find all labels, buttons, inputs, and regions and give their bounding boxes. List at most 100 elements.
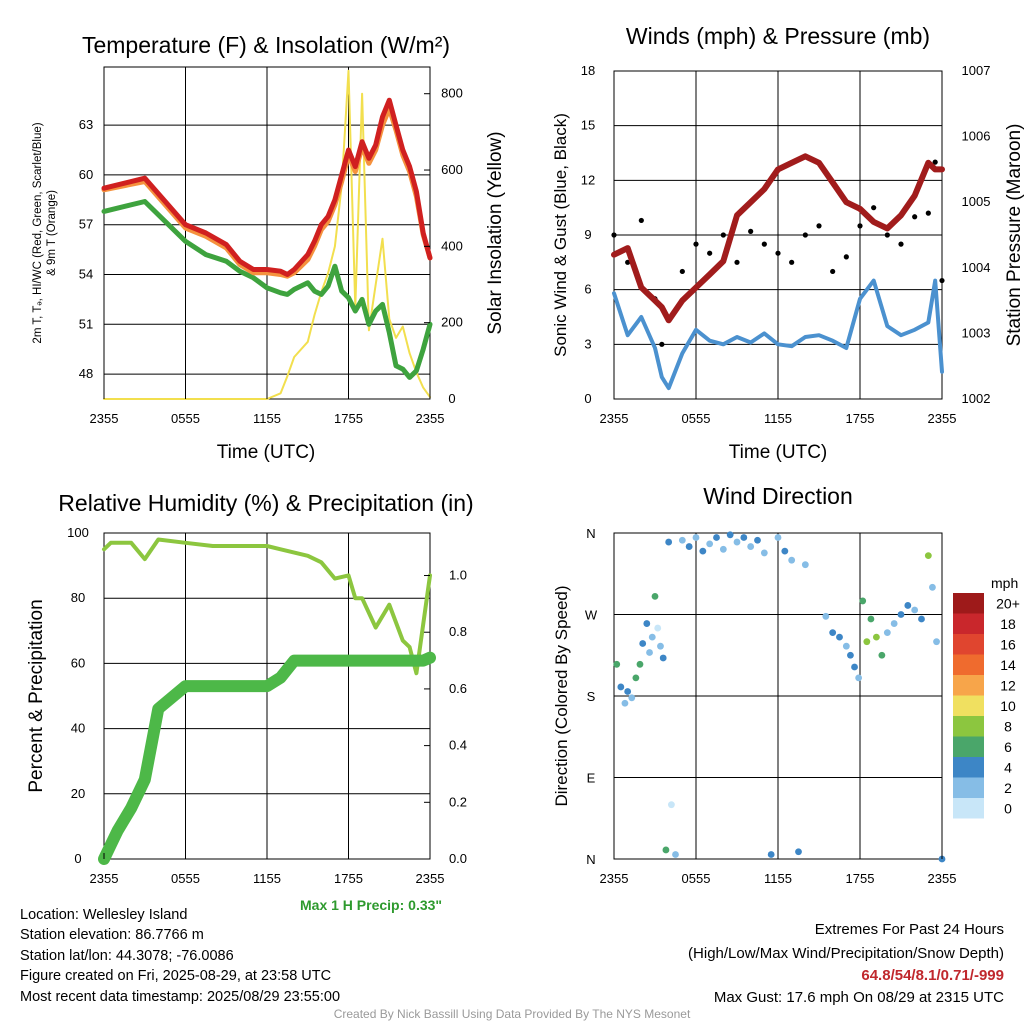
temperature-xtick-label: 0555 (171, 411, 200, 426)
legend-swatch (953, 736, 984, 757)
legend-swatch (953, 716, 984, 737)
temperature-ytick-label: 57 (79, 217, 93, 232)
direction-point (654, 624, 662, 632)
humidity-gridlines (104, 533, 430, 859)
direction-point (699, 547, 707, 555)
temperature-title: Temperature (F) & Insolation (W/m²) (82, 32, 450, 58)
winds-xtick-label: 1155 (764, 411, 792, 426)
direction-point (918, 615, 925, 623)
legend-swatch (953, 757, 984, 778)
direction-points (613, 531, 946, 863)
legend-swatch (953, 798, 984, 819)
direction-point (685, 543, 693, 550)
legend-swatch (953, 695, 984, 716)
temperature-ylabel-line2: & 9m T (Orange) (46, 190, 58, 276)
direction-point (733, 538, 741, 546)
direction-point (740, 534, 748, 541)
extremes-values: 64.8/54/8.1/0.71/-999 (861, 967, 1004, 984)
winds-gridlines (614, 71, 942, 399)
temperature-line-2m-t (101, 97, 433, 277)
direction-point (929, 583, 936, 591)
direction-point (659, 654, 667, 662)
winds-gust-point (789, 259, 795, 265)
winds-gust-point (912, 214, 918, 220)
winds-ytick-label: 18 (581, 63, 595, 78)
humidity-y2tick-label: 0.2 (449, 794, 467, 809)
humidity-xtick-label: 2355 (416, 871, 445, 886)
temperature-ytick-label: 54 (79, 267, 93, 282)
direction-xtick-label: 2355 (600, 871, 629, 886)
direction-ylabel: Direction (Colored By Speed) (552, 585, 571, 806)
direction-gridlines (614, 533, 942, 859)
direction-point (911, 606, 919, 614)
temperature-y2tick-label: 400 (441, 238, 463, 253)
temperature-xtick-label: 1155 (253, 411, 281, 426)
direction-xtick-label: 1155 (764, 871, 792, 886)
winds-gust-point (843, 254, 849, 260)
direction-point (867, 615, 875, 623)
legend-label: 6 (1004, 739, 1012, 755)
direction-point (873, 633, 880, 641)
direction-point (613, 660, 621, 668)
direction-point (836, 633, 843, 641)
direction-point (851, 663, 858, 671)
winds-gust-point (932, 159, 938, 165)
winds-line-sonic-wind (612, 278, 944, 391)
legend-label: 8 (1004, 719, 1012, 735)
recent-timestamp: Most recent data timestamp: 2025/08/29 2… (20, 988, 341, 1005)
humidity-ytick-label: 20 (71, 786, 85, 801)
winds-gust-point (775, 250, 781, 256)
winds-xtick-label: 2355 (928, 411, 957, 426)
direction-point (822, 612, 830, 620)
humidity-y2tick-label: 0.4 (449, 738, 467, 753)
direction-xtick-label: 1755 (846, 871, 875, 886)
direction-point (643, 620, 651, 627)
temperature-ylabel-line1: 2m T, Tₔ, HI/WC (Red, Green, Scarlet/Blu… (32, 122, 44, 343)
legend-label: 0 (1004, 801, 1012, 817)
extremes-title: Extremes For Past 24 Hours (814, 921, 1004, 938)
direction-point (624, 688, 632, 695)
extremes-description: (High/Low/Max Wind/Precipitation/Snow De… (688, 945, 1004, 962)
direction-point (781, 547, 789, 555)
humidity-ytick-label: 40 (71, 721, 85, 736)
direction-point (933, 638, 940, 646)
winds-xtick-label: 0555 (682, 411, 711, 426)
temperature-line-td (101, 199, 433, 380)
temperature-ytick-label: 51 (79, 316, 93, 331)
direction-point (754, 536, 761, 544)
legend-label: 2 (1004, 780, 1012, 796)
winds-ytick-label: 9 (584, 227, 591, 242)
direction-point (890, 620, 898, 627)
direction-panel: Wind Direction N E S W N 2355 0555 1155 1755 2355… (552, 483, 1020, 886)
winds-gust-point (625, 259, 631, 265)
direction-point (672, 851, 679, 858)
winds-gust-point (734, 259, 740, 265)
direction-point (829, 629, 837, 637)
legend-swatch (953, 675, 984, 696)
winds-y2tick-label: 1007 (962, 63, 991, 78)
winds-gust-point (659, 341, 665, 347)
humidity-xtick-label: 1755 (334, 871, 363, 886)
direction-point (706, 540, 714, 548)
direction-point (904, 602, 912, 609)
direction-point (760, 549, 768, 557)
legend-label: 20+ (996, 596, 1020, 612)
direction-point (859, 597, 867, 605)
temperature-xtick-label: 2355 (416, 411, 445, 426)
winds-gust-point (707, 250, 713, 256)
temperature-y2tick-label: 200 (441, 315, 463, 330)
temperature-y2tick-label: 600 (441, 162, 463, 177)
temperature-xtick-label: 1755 (334, 411, 363, 426)
direction-point (842, 642, 850, 650)
figure-created: Figure created on Fri, 2025-08-29, at 23… (20, 968, 332, 985)
station-info: Location: Wellesley Island Station eleva… (20, 905, 340, 1007)
winds-gust-point (748, 228, 754, 234)
winds-gust-point (802, 232, 808, 238)
direction-point (628, 694, 636, 702)
humidity-ticks: 0 20 40 60 80 100 0.0 0.2 0.4 0.6 0.8 1.0 2355 0555 11… (67, 525, 467, 886)
temperature-xtick-label: 2355 (90, 411, 119, 426)
legend-label: 4 (1004, 760, 1012, 776)
direction-point (788, 556, 796, 564)
direction-point (855, 674, 863, 682)
